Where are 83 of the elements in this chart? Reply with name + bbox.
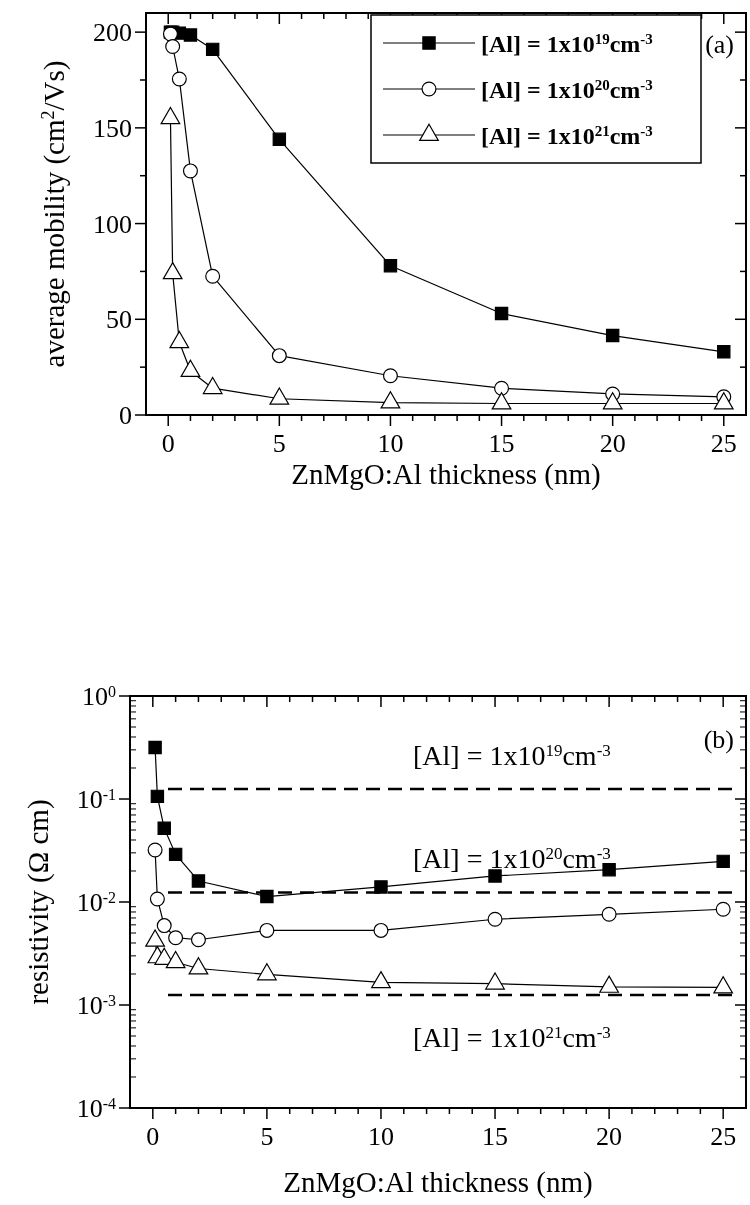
point bbox=[156, 918, 172, 934]
point bbox=[485, 972, 505, 990]
point bbox=[205, 42, 220, 57]
point bbox=[149, 891, 165, 907]
point bbox=[601, 906, 617, 922]
point bbox=[373, 922, 389, 938]
annotation: [Al] = 1x10$^{20}$cm$^{-3}$ bbox=[413, 843, 611, 875]
point bbox=[713, 976, 734, 994]
x-tick-label: 20 bbox=[596, 1122, 623, 1151]
x-tick-label: 0 bbox=[161, 429, 175, 458]
point bbox=[171, 71, 187, 87]
point bbox=[145, 929, 165, 947]
y-tick-label: 10$^{-4}$ bbox=[76, 1094, 116, 1123]
point bbox=[168, 847, 183, 862]
point bbox=[602, 392, 623, 410]
point bbox=[191, 874, 206, 888]
x-tick-label: 10 bbox=[377, 429, 404, 458]
x-tick-label: 10 bbox=[367, 1122, 394, 1151]
point bbox=[382, 368, 398, 384]
x-tick-label: 25 bbox=[710, 429, 737, 458]
point bbox=[491, 392, 512, 410]
point bbox=[165, 39, 181, 54]
point bbox=[190, 932, 206, 948]
point bbox=[259, 922, 275, 938]
point bbox=[165, 950, 186, 969]
annotation: [Al] = 1x10$^{21}$cm$^{-3}$ bbox=[413, 1022, 611, 1054]
x-tick-label: 5 bbox=[260, 1122, 274, 1151]
point bbox=[162, 262, 183, 280]
point bbox=[157, 821, 171, 835]
point bbox=[256, 963, 277, 981]
point bbox=[168, 930, 184, 946]
point bbox=[182, 163, 198, 179]
point bbox=[260, 889, 274, 904]
annotation: [Al] = 1x10$^{19}$cm$^{-3}$ bbox=[413, 740, 611, 772]
point bbox=[605, 328, 620, 343]
point bbox=[271, 348, 287, 364]
point bbox=[269, 387, 290, 405]
point bbox=[150, 789, 165, 804]
x-tick-label: 0 bbox=[146, 1122, 160, 1151]
x-tick-label: 15 bbox=[488, 429, 515, 458]
point bbox=[202, 376, 223, 395]
point bbox=[488, 869, 502, 883]
x-tick-label: 5 bbox=[272, 429, 286, 458]
x-tick-label: 15 bbox=[482, 1122, 509, 1151]
point bbox=[205, 268, 221, 284]
point bbox=[717, 345, 731, 359]
legend-label: [Al] = 1x10$^{21}$cm$^{-3}$ bbox=[481, 123, 653, 149]
point bbox=[147, 842, 163, 858]
x-axis-title: ZnMgO:Al thickness (nm) bbox=[291, 458, 601, 491]
point bbox=[272, 132, 287, 147]
y-tick-label: 50 bbox=[106, 305, 132, 335]
x-tick-label: 20 bbox=[599, 429, 626, 458]
point bbox=[599, 975, 620, 993]
point bbox=[374, 880, 388, 894]
point bbox=[494, 306, 509, 321]
point bbox=[188, 957, 209, 975]
annotation: (b) bbox=[703, 725, 734, 754]
legend-label: [Al] = 1x10$^{19}$cm$^{-3}$ bbox=[481, 31, 653, 57]
point bbox=[602, 862, 616, 877]
point bbox=[169, 330, 190, 349]
point bbox=[380, 391, 401, 409]
point bbox=[716, 854, 730, 869]
point bbox=[494, 380, 510, 396]
x-tick-label: 25 bbox=[710, 1122, 737, 1151]
point bbox=[715, 901, 731, 917]
y-tick-label: 10$^{0}$ bbox=[82, 682, 116, 711]
x-axis-title: ZnMgO:Al thickness (nm) bbox=[283, 1166, 593, 1199]
point bbox=[371, 970, 391, 989]
y-axis-title: resistivity (Ω cm) bbox=[22, 799, 55, 1005]
legend-label: [Al] = 1x10$^{20}$cm$^{-3}$ bbox=[481, 77, 653, 103]
y-tick-label: 150 bbox=[93, 113, 132, 143]
point bbox=[487, 911, 503, 927]
point bbox=[713, 392, 734, 410]
point bbox=[183, 28, 198, 42]
point bbox=[383, 258, 398, 273]
y-tick-label: 10$^{-1}$ bbox=[76, 785, 116, 814]
y-tick-label: 10$^{-2}$ bbox=[76, 888, 116, 917]
y-tick-label: 100 bbox=[93, 209, 132, 239]
y-tick-label: 10$^{-3}$ bbox=[76, 991, 116, 1020]
y-tick-label: 0 bbox=[119, 401, 132, 430]
point bbox=[180, 359, 201, 377]
y-tick-label: 200 bbox=[93, 18, 132, 48]
annotation: (a) bbox=[705, 30, 734, 59]
